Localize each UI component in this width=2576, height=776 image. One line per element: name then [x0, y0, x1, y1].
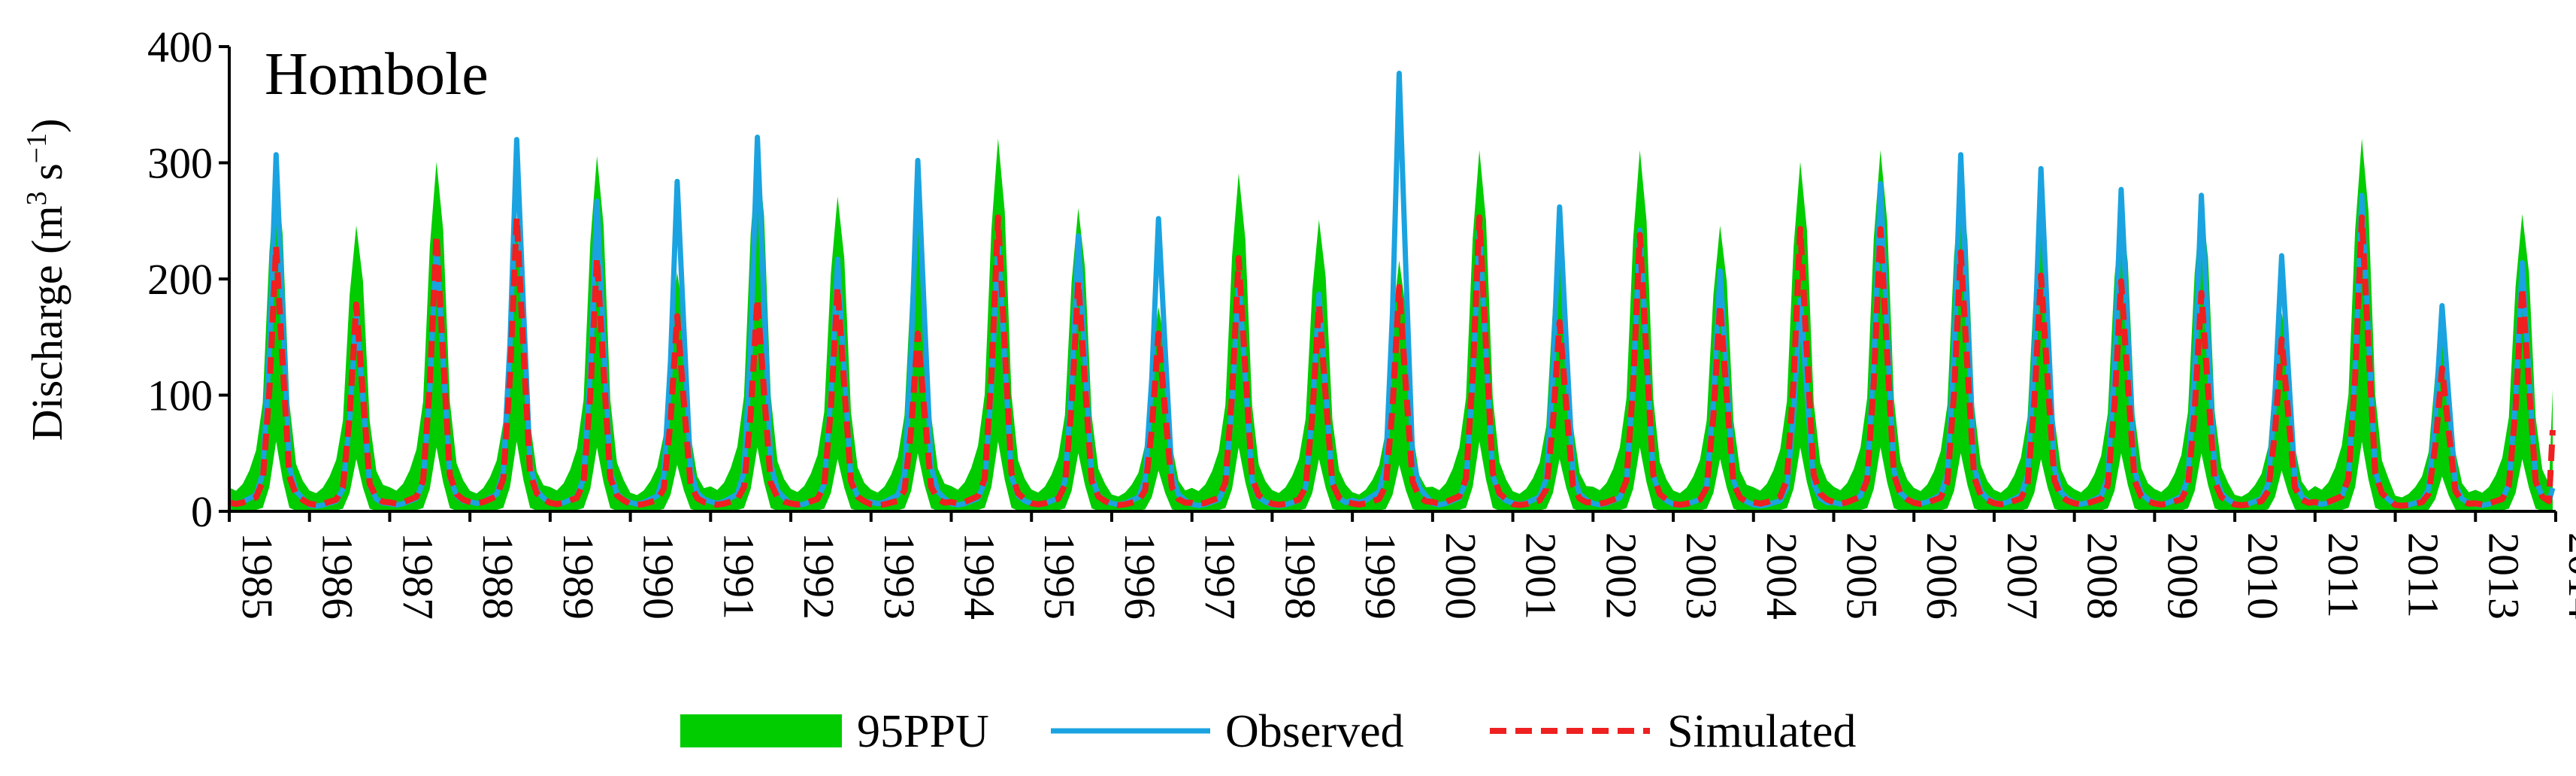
x-tick-label: 2004 [1757, 532, 1806, 620]
x-tick-label: 2014 [2559, 532, 2576, 620]
y-axis-ticks: 0 100 200 300 400 [147, 23, 229, 536]
y-axis-label: Discharge (m3 s−1) [21, 119, 71, 441]
x-tick-label: 1992 [795, 532, 843, 620]
x-axis-ticks: 1985 1986 1987 1988 1989 1990 1991 1992 1993 1994… [228, 511, 2576, 620]
x-tick-label: 1997 [1196, 532, 1245, 620]
legend-ppu-swatch [680, 714, 842, 747]
x-tick-label: 1993 [875, 532, 924, 620]
x-tick-label: 1988 [474, 532, 522, 620]
x-tick-label: 1990 [634, 532, 683, 620]
legend-ppu-label: 95PPU [857, 706, 989, 757]
chart-title: Hombole [265, 41, 489, 108]
x-tick-label: 2003 [1677, 532, 1726, 620]
legend: 95PPU Observed Simulated [680, 706, 1856, 757]
x-tick-label: 1991 [714, 532, 763, 620]
y-tick-label: 100 [147, 371, 213, 420]
x-tick-label: 2002 [1597, 532, 1645, 620]
x-tick-label: 1995 [1035, 532, 1084, 620]
x-tick-label: 1998 [1276, 532, 1324, 620]
x-tick-label: 1989 [554, 532, 603, 620]
x-tick-label: 2011 [2319, 532, 2368, 618]
y-tick-label: 400 [147, 23, 213, 71]
x-tick-label: 1999 [1356, 532, 1405, 620]
legend-simulated-label: Simulated [1667, 706, 1856, 757]
legend-observed-label: Observed [1225, 706, 1404, 757]
x-tick-label: 1996 [1115, 532, 1164, 620]
y-tick-label: 0 [191, 487, 213, 536]
x-tick-label: 2013 [2479, 532, 2528, 620]
x-tick-label: 1985 [233, 532, 282, 620]
x-tick-label: 1994 [955, 532, 1004, 620]
x-tick-label: 2000 [1436, 532, 1485, 620]
x-tick-label: 2007 [1998, 532, 2047, 620]
x-tick-label: 2005 [1837, 532, 1886, 620]
x-tick-label: 2006 [1918, 532, 1966, 620]
x-tick-label: 2010 [2238, 532, 2287, 620]
simulated-series-line [229, 214, 2556, 509]
x-tick-label: 2001 [1517, 532, 1566, 620]
x-tick-label: 1986 [313, 532, 362, 620]
x-tick-label: 2011 [2399, 532, 2448, 618]
y-tick-label: 300 [147, 139, 213, 188]
x-tick-label: 2009 [2158, 532, 2207, 620]
y-tick-label: 200 [147, 255, 213, 304]
x-tick-label: 2008 [2078, 532, 2127, 620]
x-tick-label: 1987 [393, 532, 442, 620]
